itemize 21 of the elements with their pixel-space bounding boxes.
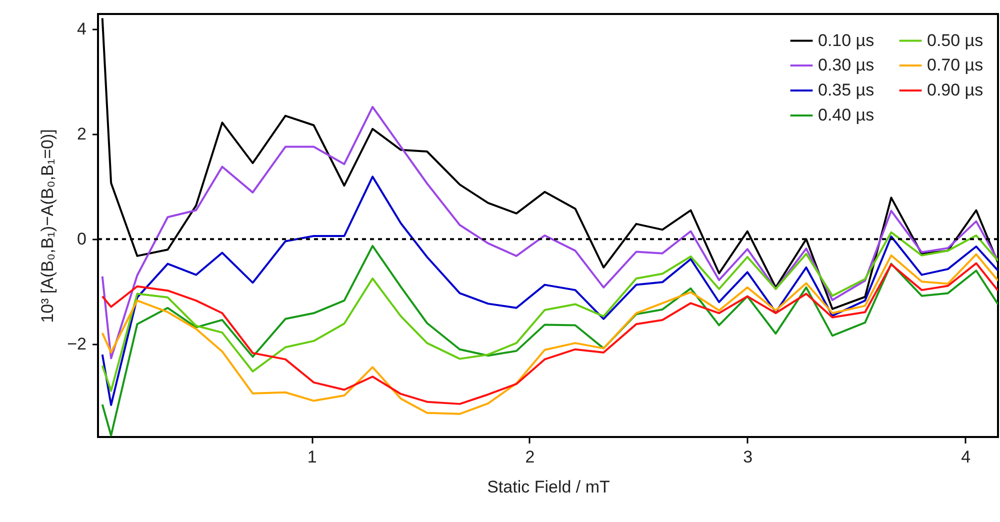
x-tick-label: 3 — [743, 448, 753, 466]
x-tick-label: 2 — [525, 448, 535, 466]
legend-label: 0.10 µs — [818, 30, 874, 50]
y-tick-label: 4 — [77, 20, 86, 39]
line-series — [101, 176, 998, 406]
y-tick-label: −2 — [67, 334, 86, 354]
legend-label: 0.70 µs — [927, 56, 984, 74]
y-axis-title: 10³ [A(B₀,B₁)−A(B₀,B₁=0)] — [38, 129, 58, 323]
legend-label: 0.35 µs — [818, 80, 874, 100]
legend-label: 0.40 µs — [818, 106, 874, 124]
x-tick-label: 1 — [307, 448, 317, 466]
y-tick-label: 0 — [77, 230, 86, 249]
line-series — [101, 106, 998, 360]
x-tick-label: 4 — [961, 448, 971, 466]
line-series — [101, 231, 998, 392]
line-series — [101, 244, 998, 436]
legend-label: 0.50 µs — [927, 30, 984, 50]
y-tick-label: 2 — [77, 124, 86, 144]
legend-label: 0.30 µs — [818, 56, 874, 74]
legend-label: 0.90 µs — [927, 80, 984, 100]
x-axis-title: Static Field / mT — [487, 478, 610, 496]
